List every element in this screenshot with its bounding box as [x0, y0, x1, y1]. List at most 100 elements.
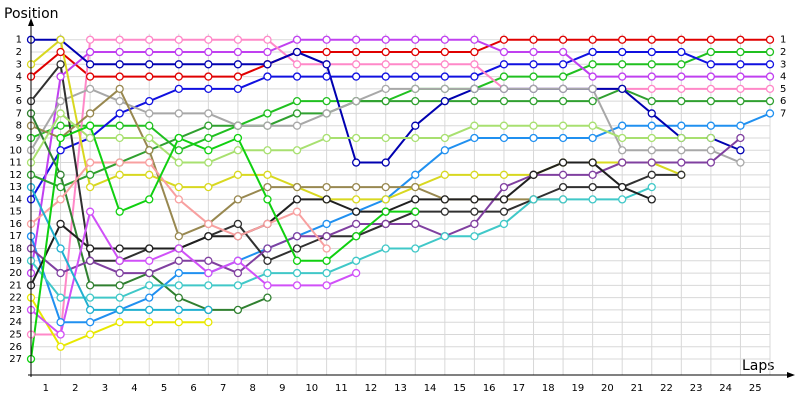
- position-marker: [292, 207, 302, 216]
- x-tick-label: 11: [335, 383, 348, 394]
- position-marker: [558, 133, 568, 143]
- x-tick-label: 25: [749, 383, 762, 394]
- y-tick-label: 10: [9, 145, 22, 156]
- y-tick-label: 9: [16, 133, 22, 144]
- position-marker: [411, 182, 420, 192]
- position-marker: [233, 84, 243, 94]
- position-marker: [263, 182, 272, 192]
- y2-tick-label: 1: [780, 35, 786, 46]
- position-marker: [292, 182, 302, 192]
- position-marker: [499, 47, 509, 57]
- position-marker: [618, 195, 627, 204]
- position-marker: [558, 72, 568, 81]
- x-tick-label: 9: [279, 383, 285, 394]
- position-marker: [263, 244, 272, 253]
- position-marker: [56, 268, 65, 278]
- position-marker: [558, 121, 568, 130]
- position-marker: [322, 244, 331, 253]
- y-tick-label: 6: [16, 96, 22, 107]
- y-tick-label: 4: [16, 72, 22, 83]
- position-marker: [56, 109, 65, 118]
- position-marker: [529, 195, 538, 204]
- x-tick-label: 22: [660, 383, 673, 394]
- position-marker: [529, 60, 538, 69]
- position-marker: [647, 133, 656, 143]
- position-marker: [558, 84, 568, 94]
- series-line: [30, 209, 357, 337]
- position-marker: [56, 146, 65, 155]
- position-marker: [115, 96, 124, 106]
- series-line: [30, 87, 770, 189]
- position-marker: [145, 109, 154, 118]
- position-marker: [174, 158, 183, 167]
- position-marker: [322, 195, 331, 204]
- position-marker: [115, 133, 124, 143]
- position-marker: [292, 256, 302, 265]
- position-marker: [145, 256, 154, 265]
- position-marker: [322, 109, 331, 118]
- position-marker: [381, 47, 390, 57]
- y-tick-label: 14: [9, 194, 22, 205]
- series-line: [30, 51, 770, 200]
- position-marker: [204, 219, 213, 229]
- position-marker: [381, 133, 390, 143]
- y-tick-label: 3: [16, 59, 22, 70]
- position-marker: [736, 133, 745, 143]
- y-tick-label: 23: [9, 305, 22, 316]
- position-marker: [292, 268, 302, 278]
- x-tick-label: 23: [690, 383, 703, 394]
- position-marker: [263, 195, 272, 204]
- position-marker: [499, 60, 509, 69]
- y-tick-label: 22: [9, 293, 22, 304]
- position-marker: [588, 60, 597, 69]
- y2-tick-label: 4: [780, 72, 786, 83]
- position-marker: [85, 256, 95, 265]
- y-tick-label: 24: [9, 317, 22, 328]
- x-tick-label: 24: [719, 383, 732, 394]
- position-marker: [56, 182, 65, 192]
- position-marker: [411, 195, 420, 204]
- y-tick-label: 16: [9, 219, 22, 230]
- position-marker: [145, 318, 154, 327]
- y2-tick-label: 6: [780, 96, 786, 107]
- x-tick-label: 10: [305, 383, 318, 394]
- x-tick-label: 4: [131, 383, 137, 394]
- x-axis-arrow: [787, 372, 795, 378]
- position-marker: [352, 207, 361, 216]
- position-marker: [588, 121, 597, 130]
- position-marker: [204, 35, 213, 44]
- position-marker: [85, 133, 95, 143]
- position-marker: [204, 146, 213, 155]
- position-marker: [292, 195, 302, 204]
- position-marker: [352, 158, 361, 167]
- x-tick-label: 3: [102, 383, 108, 394]
- position-marker: [411, 244, 420, 253]
- y-tick-label: 12: [9, 170, 22, 181]
- y-tick-label: 19: [9, 256, 22, 267]
- grid: [30, 33, 771, 375]
- position-marker: [263, 268, 272, 278]
- position-marker: [292, 35, 302, 44]
- position-marker: [440, 146, 449, 155]
- position-marker: [85, 35, 95, 44]
- position-marker: [204, 121, 213, 130]
- position-marker: [706, 47, 716, 57]
- position-marker: [647, 195, 656, 204]
- y-tick-label: 17: [9, 231, 22, 242]
- position-marker: [706, 133, 716, 143]
- position-marker: [440, 207, 449, 216]
- position-marker: [292, 232, 302, 241]
- position-marker: [115, 256, 124, 265]
- position-marker: [440, 133, 449, 143]
- position-marker: [204, 318, 213, 327]
- position-marker: [174, 60, 183, 69]
- position-marker: [174, 244, 183, 253]
- y-tick-label: 5: [16, 84, 22, 95]
- position-marker: [85, 207, 95, 216]
- x-tick-label: 15: [453, 383, 466, 394]
- position-marker: [618, 158, 627, 167]
- x-tick-label: 1: [43, 383, 49, 394]
- position-marker: [233, 47, 243, 57]
- position-marker: [440, 96, 449, 106]
- position-marker: [706, 146, 716, 155]
